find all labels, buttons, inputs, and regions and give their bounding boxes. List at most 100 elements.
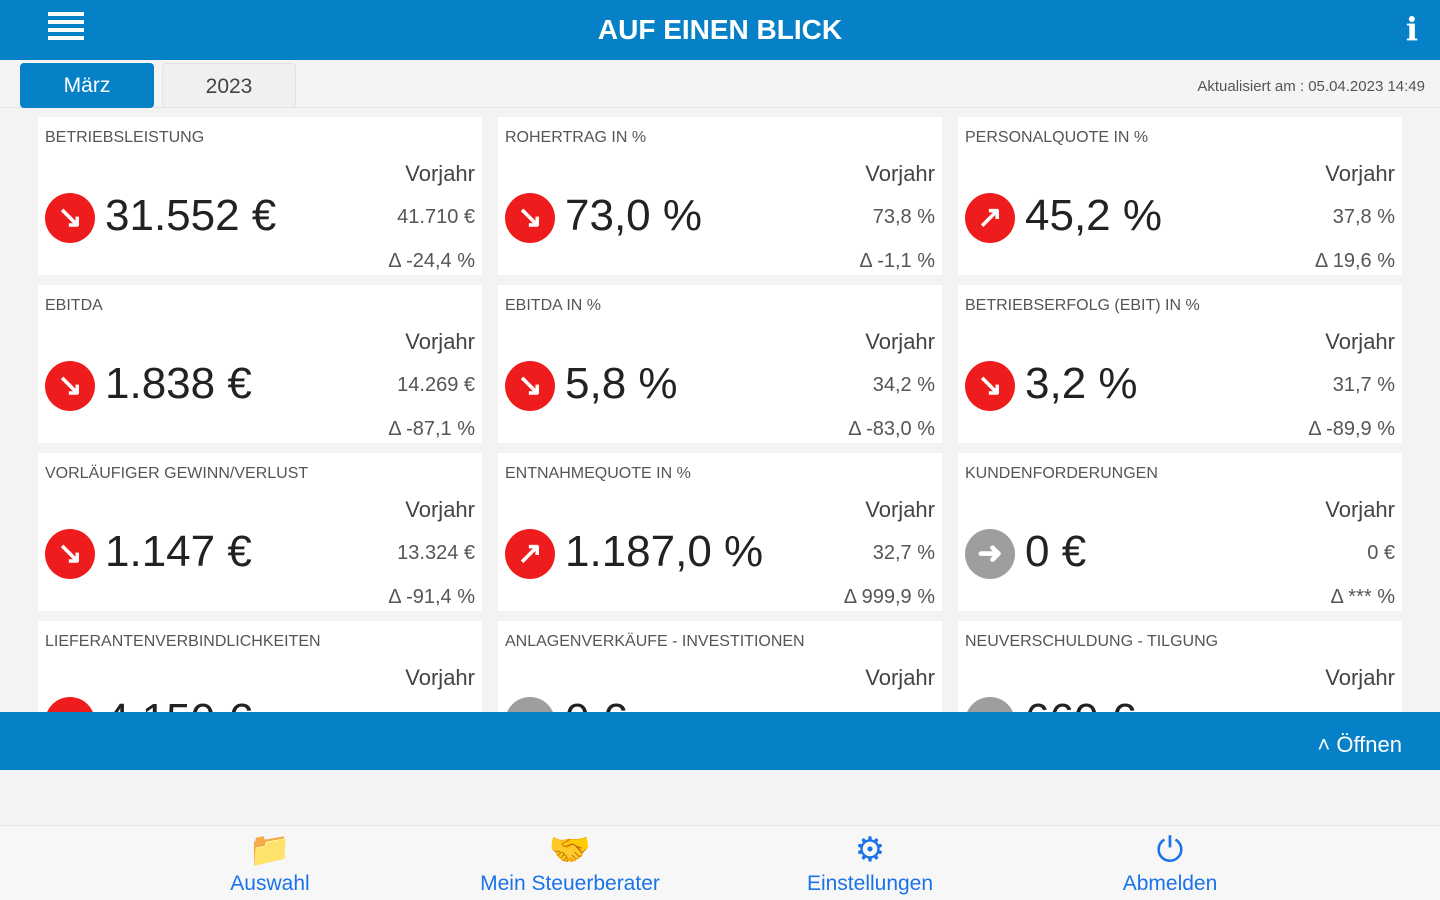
prev-year-label: Vorjahr (405, 329, 475, 354)
prev-year-value: 34,2 % (872, 374, 935, 396)
trend-down-icon: ↘ (505, 361, 555, 411)
trend-down-icon: ↘ (45, 697, 95, 712)
kpi-card[interactable]: VORLÄUFIGER GEWINN/VERLUST Vorjahr ↘ 1.1… (38, 453, 482, 611)
prev-year-value: 41.710 € (397, 206, 475, 228)
prev-year-value: 32,7 % (872, 542, 935, 564)
prev-year-value: 13.324 € (397, 542, 475, 564)
prev-year-value: 37,8 % (1332, 206, 1395, 228)
prev-year-label: Vorjahr (405, 665, 475, 690)
power-icon: ⏻ (1156, 831, 1184, 869)
prev-year-label: Vorjahr (405, 161, 475, 186)
nav-label: Mein Steuerberater (480, 872, 660, 895)
trend-down-icon: ↘ (45, 529, 95, 579)
delta-value: Δ -24,4 % (388, 250, 475, 272)
kpi-grid[interactable]: BETRIEBSLEISTUNG Vorjahr ↘ 31.552 € 41.7… (0, 108, 1440, 712)
delta-value: Δ 999,9 % (843, 586, 935, 608)
nav-label: Abmelden (1122, 872, 1218, 895)
prev-year-label: Vorjahr (405, 497, 475, 522)
kpi-value: 4.150 € (105, 695, 252, 712)
trend-down-icon: ↘ (45, 361, 95, 411)
kpi-title: KUNDENFORDERUNGEN (965, 465, 1158, 482)
delta-value: Δ *** % (1330, 586, 1395, 608)
nav-item-auswahl[interactable]: 📁 Auswahl (150, 826, 390, 896)
delta-value: Δ -83,0 % (848, 418, 935, 440)
kpi-value: 73,0 % (565, 191, 702, 240)
delta-value: Δ 19,6 % (1314, 250, 1395, 272)
prev-year-label: Vorjahr (865, 329, 935, 354)
hamburger-icon[interactable] (48, 12, 84, 46)
nav-label: Einstellungen (806, 872, 934, 895)
trend-neutral-icon: ➜ (965, 697, 1015, 712)
kpi-value: 1.147 € (105, 527, 252, 576)
prev-year-value: 660 € (1345, 710, 1395, 712)
kpi-card[interactable]: ENTNAHMEQUOTE IN % Vorjahr ↗ 1.187,0 % 3… (498, 453, 942, 611)
kpi-card[interactable]: ANLAGENVERKÄUFE - INVESTITIONEN Vorjahr … (498, 621, 942, 712)
updated-timestamp: Aktualisiert am : 05.04.2023 14:49 (1197, 78, 1425, 95)
prev-year-value: 14.269 € (397, 374, 475, 396)
kpi-card[interactable]: BETRIEBSLEISTUNG Vorjahr ↘ 31.552 € 41.7… (38, 117, 482, 275)
prev-year-value: 0 € (1367, 542, 1395, 564)
trend-neutral-icon: ➜ (965, 529, 1015, 579)
prev-year-label: Vorjahr (1325, 329, 1395, 354)
kpi-card[interactable]: KUNDENFORDERUNGEN Vorjahr ➜ 0 € 0 € Δ **… (958, 453, 1402, 611)
kpi-title: VORLÄUFIGER GEWINN/VERLUST (45, 465, 309, 482)
kpi-card[interactable]: EBITDA IN % Vorjahr ↘ 5,8 % 34,2 % Δ -83… (498, 285, 942, 443)
trend-down-icon: ↘ (45, 193, 95, 243)
kpi-card[interactable]: PERSONALQUOTE IN % Vorjahr ↗ 45,2 % 37,8… (958, 117, 1402, 275)
trend-neutral-icon: ➜ (505, 697, 555, 712)
nav-label: Auswahl (230, 872, 310, 895)
info-icon[interactable]: i (1405, 10, 1418, 48)
period-tabs: März 2023 Aktualisiert am : 05.04.2023 1… (0, 60, 1440, 108)
kpi-card[interactable]: NEUVERSCHULDUNG - TILGUNG Vorjahr ➜ 660 … (958, 621, 1402, 712)
delta-value: Δ -87,1 % (388, 418, 475, 440)
handshake-icon: 🤝 (548, 831, 592, 869)
kpi-title: ANLAGENVERKÄUFE - INVESTITIONEN (505, 633, 805, 650)
drawer-bar: ˄ Öffnen (0, 712, 1440, 770)
delta-value: Δ -1,1 % (859, 250, 935, 272)
kpi-card[interactable]: BETRIEBSERFOLG (EBIT) IN % Vorjahr ↘ 3,2… (958, 285, 1402, 443)
nav-item-abmelden[interactable]: ⏻ Abmelden (1050, 826, 1290, 896)
prev-year-value: 0 € (907, 710, 935, 712)
gear-icon: ⚙ (854, 831, 886, 869)
prev-year-label: Vorjahr (1325, 161, 1395, 186)
app-header: AUF EINEN BLICK i (0, 0, 1440, 60)
tab-month[interactable]: März (20, 63, 154, 108)
trend-up-icon: ↗ (965, 193, 1015, 243)
kpi-title: NEUVERSCHULDUNG - TILGUNG (965, 633, 1219, 650)
kpi-value: 45,2 % (1025, 191, 1162, 240)
prev-year-label: Vorjahr (865, 497, 935, 522)
prev-year-value: 0 € (447, 710, 475, 712)
kpi-title: BETRIEBSLEISTUNG (45, 129, 205, 146)
prev-year-label: Vorjahr (1325, 665, 1395, 690)
kpi-value: 31.552 € (105, 191, 277, 240)
kpi-card[interactable]: EBITDA Vorjahr ↘ 1.838 € 14.269 € Δ -87,… (38, 285, 482, 443)
kpi-card[interactable]: ROHERTRAG IN % Vorjahr ↘ 73,0 % 73,8 % Δ… (498, 117, 942, 275)
trend-down-icon: ↘ (965, 361, 1015, 411)
kpi-value: 1.187,0 % (565, 527, 764, 576)
trend-up-icon: ↗ (505, 529, 555, 579)
kpi-value: 1.838 € (105, 359, 252, 408)
prev-year-label: Vorjahr (1325, 497, 1395, 522)
kpi-title: BETRIEBSERFOLG (EBIT) IN % (965, 297, 1200, 314)
kpi-card[interactable]: LIEFERANTENVERBINDLICHKEITEN Vorjahr ↘ 4… (38, 621, 482, 712)
kpi-title: EBITDA (45, 297, 103, 314)
page-title: AUF EINEN BLICK (597, 14, 843, 45)
trend-down-icon: ↘ (505, 193, 555, 243)
nav-item-mein-steuerberater[interactable]: 🤝 Mein Steuerberater (450, 826, 690, 896)
bottom-nav: 📁 Auswahl 🤝 Mein Steuerberater ⚙ Einstellunge… (0, 825, 1440, 900)
kpi-title: EBITDA IN % (505, 297, 602, 314)
prev-year-value: 73,8 % (872, 206, 935, 228)
kpi-title: ENTNAHMEQUOTE IN % (505, 465, 691, 482)
delta-value: Δ -89,9 % (1308, 418, 1395, 440)
open-drawer-button[interactable]: ˄ Öffnen (1317, 732, 1402, 757)
folder-icon: 📁 (248, 831, 292, 869)
kpi-title: PERSONALQUOTE IN % (965, 129, 1149, 146)
kpi-value: 0 € (565, 695, 626, 712)
tab-year[interactable]: 2023 (162, 63, 296, 108)
kpi-title: ROHERTRAG IN % (505, 129, 647, 146)
delta-value: Δ -91,4 % (388, 586, 475, 608)
nav-item-einstellungen[interactable]: ⚙ Einstellungen (750, 826, 990, 896)
kpi-value: 660 € (1025, 695, 1135, 712)
prev-year-label: Vorjahr (865, 161, 935, 186)
kpi-value: 0 € (1025, 527, 1087, 576)
